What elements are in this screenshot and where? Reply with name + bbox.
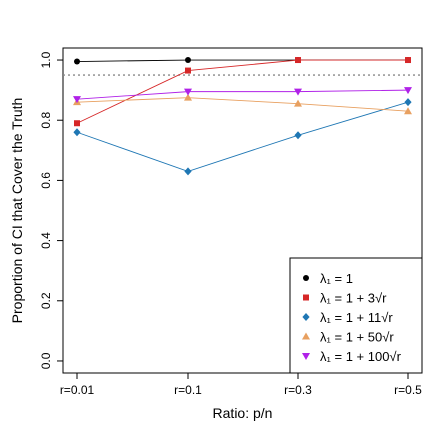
plot-frame (62, 47, 423, 374)
x-tick-label: r=0.01 (60, 383, 95, 397)
series-3 (73, 93, 412, 115)
y-tick-label: 0.8 (39, 112, 53, 129)
data-point (74, 120, 80, 127)
legend-marker (303, 275, 309, 281)
y-tick-label: 0.0 (39, 352, 53, 369)
legend-box (289, 257, 423, 374)
series-1 (74, 57, 411, 127)
data-point (404, 87, 412, 95)
legend-label: λ₁ = 1 + 100√r (320, 349, 402, 364)
series-line (76, 59, 408, 124)
data-point (405, 57, 411, 64)
data-point (185, 57, 191, 64)
legend-label: λ₁ = 1 (320, 271, 353, 286)
legend-label: λ₁ = 1 + 3√r (320, 291, 387, 306)
x-tick-label: r=0.3 (284, 383, 312, 397)
data-point (73, 96, 81, 104)
series-layer (73, 57, 412, 176)
x-axis-label: Ratio: p/n (213, 405, 273, 421)
data-point (184, 88, 192, 96)
legend-label: λ₁ = 1 + 50√r (320, 330, 394, 345)
series-2 (73, 98, 412, 176)
series-line (76, 97, 409, 112)
x-tick-label: r=0.1 (174, 383, 202, 397)
y-axis: 0.0 0.2 0.4 0.6 0.8 1.0 (39, 51, 63, 369)
series-line (76, 101, 409, 172)
x-axis: r=0.01 r=0.1 r=0.3 r=0.5 (60, 373, 422, 397)
legend-marker (302, 313, 310, 321)
y-tick-label: 1.0 (39, 51, 53, 68)
data-point (74, 58, 80, 65)
legend: λ₁ = 1 λ₁ = 1 + 3√r λ₁ = 1 + 11√r λ₁ = 1 + … (289, 257, 423, 374)
data-point (294, 88, 302, 96)
series-line (76, 89, 409, 100)
legend-marker (303, 294, 309, 301)
data-point (184, 167, 192, 176)
y-tick-label: 0.4 (39, 232, 53, 249)
series-0 (74, 57, 411, 65)
data-point (184, 93, 192, 101)
data-point (404, 98, 412, 107)
y-axis-label: Proportion of CI that Cover the Truth (9, 98, 25, 324)
data-point (185, 67, 191, 74)
y-tick-label: 0.6 (39, 172, 53, 189)
data-point (73, 128, 81, 137)
legend-marker (302, 353, 310, 360)
data-point (294, 131, 302, 140)
legend-label: λ₁ = 1 + 11√r (320, 310, 393, 325)
legend-marker (302, 332, 310, 340)
data-point (404, 107, 412, 115)
x-tick-label: r=0.5 (394, 383, 422, 397)
series-4 (73, 87, 412, 104)
data-point (295, 57, 301, 64)
data-point (294, 99, 302, 107)
y-tick-label: 0.2 (39, 292, 53, 309)
